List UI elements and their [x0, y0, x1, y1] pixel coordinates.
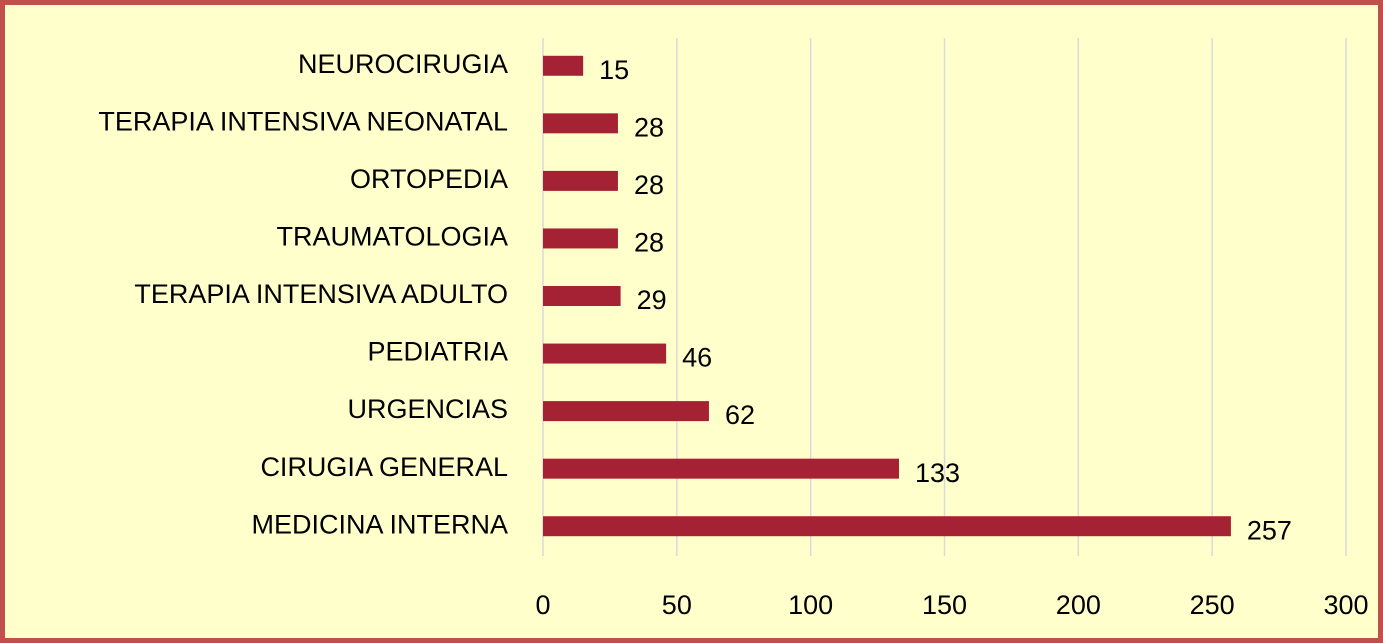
data-label: 28: [634, 170, 664, 200]
bar: [543, 113, 618, 134]
x-tick-label: 150: [922, 590, 967, 620]
category-label: NEUROCIRUGIA: [298, 49, 508, 79]
x-tick-label: 200: [1056, 590, 1101, 620]
x-tick-label: 300: [1323, 590, 1368, 620]
category-label: TRAUMATOLOGIA: [276, 222, 508, 252]
data-label: 62: [725, 400, 755, 430]
x-tick-label: 100: [788, 590, 833, 620]
bar: [543, 228, 618, 249]
bar: [543, 55, 584, 76]
data-label: 28: [634, 228, 664, 258]
bar: [543, 401, 709, 422]
category-label: CIRUGIA GENERAL: [260, 452, 508, 482]
data-label: 46: [682, 343, 712, 373]
x-tick-label: 250: [1190, 590, 1235, 620]
bar: [543, 170, 618, 191]
category-label: TERAPIA INTENSIVA ADULTO: [134, 279, 508, 309]
data-label: 28: [634, 112, 664, 142]
data-label: 15: [599, 55, 629, 85]
bar: [543, 458, 899, 479]
data-label: 29: [637, 285, 667, 315]
data-label: 133: [915, 458, 960, 488]
category-label: PEDIATRIA: [367, 337, 508, 367]
bar: [543, 343, 667, 364]
bar: [543, 516, 1231, 537]
category-label: TERAPIA INTENSIVA NEONATAL: [98, 106, 508, 136]
category-label: MEDICINA INTERNA: [251, 509, 508, 539]
bar: [543, 286, 621, 306]
x-tick-label: 0: [535, 590, 550, 620]
data-label: 257: [1247, 515, 1292, 545]
x-tick-label: 50: [662, 590, 692, 620]
category-label: URGENCIAS: [347, 394, 508, 424]
category-label: ORTOPEDIA: [350, 164, 508, 194]
